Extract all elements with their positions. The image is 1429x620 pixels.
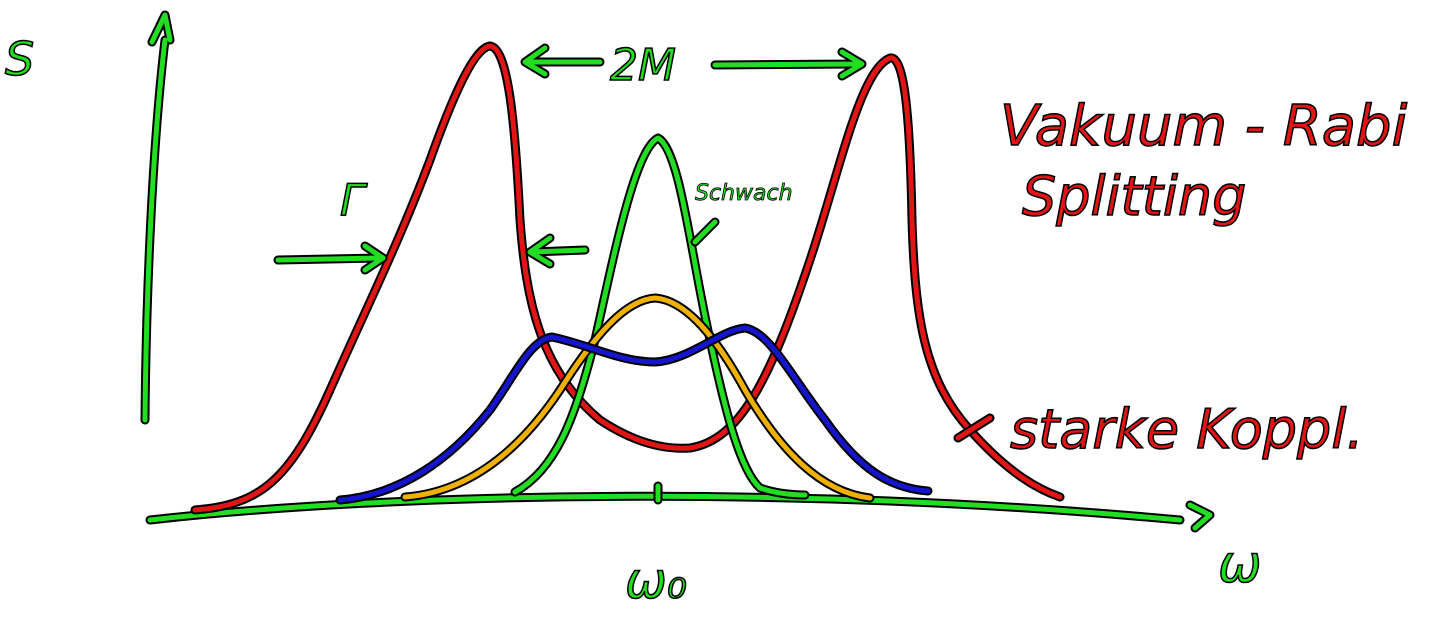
- strong-coupling-curve: [190, 41, 1065, 515]
- weak-coupling-label: Schwach: [695, 181, 793, 206]
- title-line-2: Splitting: [1022, 165, 1246, 228]
- intermediate-curve: [400, 293, 875, 503]
- weak-coupling-curve: [510, 133, 810, 500]
- annotation-arrows: [273, 43, 995, 443]
- title-line-1: Vakuum - Rabi: [1000, 94, 1408, 159]
- linewidth-label: Γ: [340, 175, 368, 226]
- y-axis-label: S: [5, 32, 34, 86]
- x-axis-label: ω: [1218, 535, 1262, 595]
- strong-coupling-label: starke Koppl.: [1010, 398, 1364, 461]
- transition-curve: [335, 323, 933, 505]
- splitting-label: 2M: [610, 40, 676, 91]
- axes: [140, 10, 1215, 533]
- center-frequency-label: ω₀: [625, 552, 687, 610]
